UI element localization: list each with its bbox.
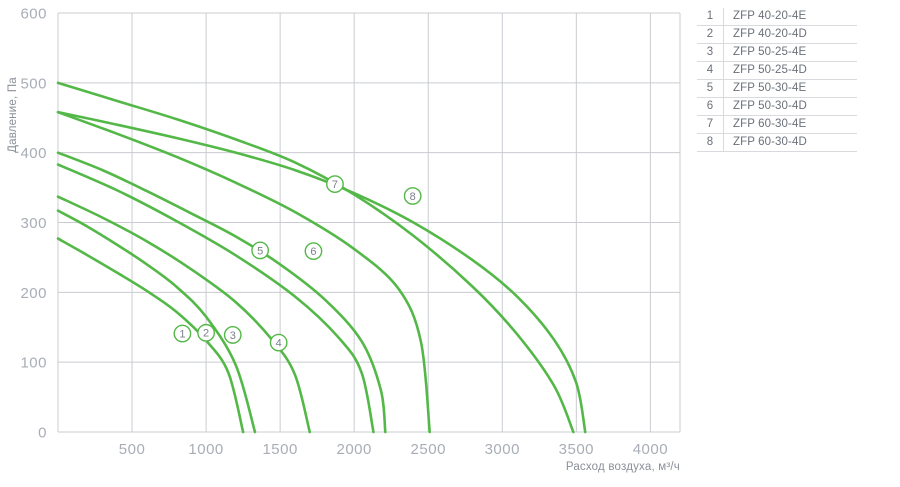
axis-tick-labels: 0 100 200 300 400 500 600 500 1000 1500 2000 2500 30… [20, 6, 668, 459]
chart-container: 1 2 3 4 5 6 7 8 0 100 200 300 400 500 600 500 1000 1500 2… [7, 6, 681, 473]
curve-series-2 [56, 209, 257, 434]
marker-label: 8 [410, 191, 416, 203]
legend-row-number: 3 [697, 43, 724, 62]
legend-row-label: ZFP 50-25-4E [723, 43, 857, 62]
x-tick-label: 1500 [262, 441, 297, 458]
x-tick-label: 3500 [559, 441, 594, 458]
x-axis-title: Расход воздуха, м³/ч [566, 461, 680, 473]
marker-label: 5 [257, 245, 263, 257]
x-tick-label: 2500 [411, 441, 446, 458]
marker-label: 6 [310, 246, 316, 258]
marker-circle [197, 323, 215, 342]
y-tick-label: 100 [20, 355, 47, 372]
legend-row-label: ZFP 50-30-4E [723, 79, 857, 98]
legend-row-label: ZFP 40-20-4E [723, 8, 857, 26]
legend-row: 4 ZFP 50-25-4D [697, 61, 857, 80]
marker-label: 4 [276, 338, 282, 350]
legend-row-number: 2 [697, 25, 724, 44]
marker-label: 3 [230, 330, 236, 342]
legend-row: 8 ZFP 60-30-4D [697, 133, 857, 152]
x-tick-label: 1000 [188, 441, 223, 458]
curve-marker-7: 7 [326, 175, 344, 193]
marker-circle [326, 175, 344, 193]
legend-table-element: 1 ZFP 40-20-4E 2 ZFP 40-20-4D 3 ZFP 50-25-4E 4… [697, 8, 857, 152]
legend-row-number: 4 [697, 61, 724, 80]
curve-series-group [56, 81, 587, 434]
pressure-flow-chart: 1 2 3 4 5 6 7 8 0 100 200 300 400 500 600 500 1000 1500 2… [7, 6, 681, 473]
legend-row-number: 7 [697, 115, 724, 134]
y-tick-label: 500 [20, 75, 47, 92]
legend-row: 2 ZFP 40-20-4D [697, 25, 857, 44]
y-tick-label: 600 [20, 6, 47, 23]
x-tick-label: 4000 [633, 441, 668, 458]
y-tick-label: 400 [20, 145, 47, 162]
marker-label: 7 [332, 179, 338, 191]
legend-row: 3 ZFP 50-25-4E [697, 43, 857, 62]
legend-row-label: ZFP 40-20-4D [723, 25, 857, 44]
curve-series-8 [56, 110, 587, 434]
x-tick-label: 2000 [337, 441, 372, 458]
legend-row-label: ZFP 60-30-4D [723, 133, 857, 152]
x-tick-label: 500 [119, 441, 146, 458]
curve-marker-3: 3 [223, 326, 242, 344]
curve-marker-2: 2 [197, 323, 215, 342]
curve-marker-1: 1 [173, 324, 192, 343]
curve-markers-group: 1 2 3 4 5 6 7 8 [173, 175, 422, 352]
curve-series-3 [56, 195, 312, 434]
legend-table: 1 ZFP 40-20-4E 2 ZFP 40-20-4D 3 ZFP 50-25-4E 4… [697, 8, 857, 152]
marker-label: 2 [203, 328, 209, 340]
x-tick-label: 3000 [485, 441, 520, 458]
marker-circle [173, 324, 192, 343]
marker-circle [251, 241, 270, 260]
curve-series-4 [56, 163, 375, 434]
legend-row-number: 5 [697, 79, 724, 98]
curve-series-1 [56, 237, 245, 434]
y-tick-label: 300 [20, 215, 47, 232]
legend-row-label: ZFP 50-30-4D [723, 97, 857, 116]
curve-series-6 [56, 110, 432, 434]
legend-row: 6 ZFP 50-30-4D [697, 97, 857, 116]
legend-row-number: 8 [697, 133, 724, 152]
curve-marker-8: 8 [403, 187, 422, 205]
y-tick-label: 0 [38, 425, 47, 442]
marker-label: 1 [179, 328, 185, 340]
curve-marker-4: 4 [269, 333, 288, 352]
legend-row-label: ZFP 60-30-4E [723, 115, 857, 134]
grid-lines [57, 12, 681, 433]
marker-circle [403, 187, 422, 205]
legend-row-number: 6 [697, 97, 724, 116]
marker-circle [304, 242, 323, 261]
marker-circle [269, 333, 288, 352]
marker-circle [223, 326, 242, 344]
legend-row-label: ZFP 50-25-4D [723, 61, 857, 80]
legend-row-number: 1 [697, 8, 724, 26]
legend-row: 1 ZFP 40-20-4E [697, 8, 857, 26]
legend-row: 7 ZFP 60-30-4E [697, 115, 857, 134]
y-tick-label: 200 [20, 285, 47, 302]
legend-row: 5 ZFP 50-30-4E [697, 79, 857, 98]
curve-marker-6: 6 [304, 242, 323, 261]
curve-marker-5: 5 [251, 241, 270, 260]
y-axis-title: Давление, Па [7, 77, 19, 153]
